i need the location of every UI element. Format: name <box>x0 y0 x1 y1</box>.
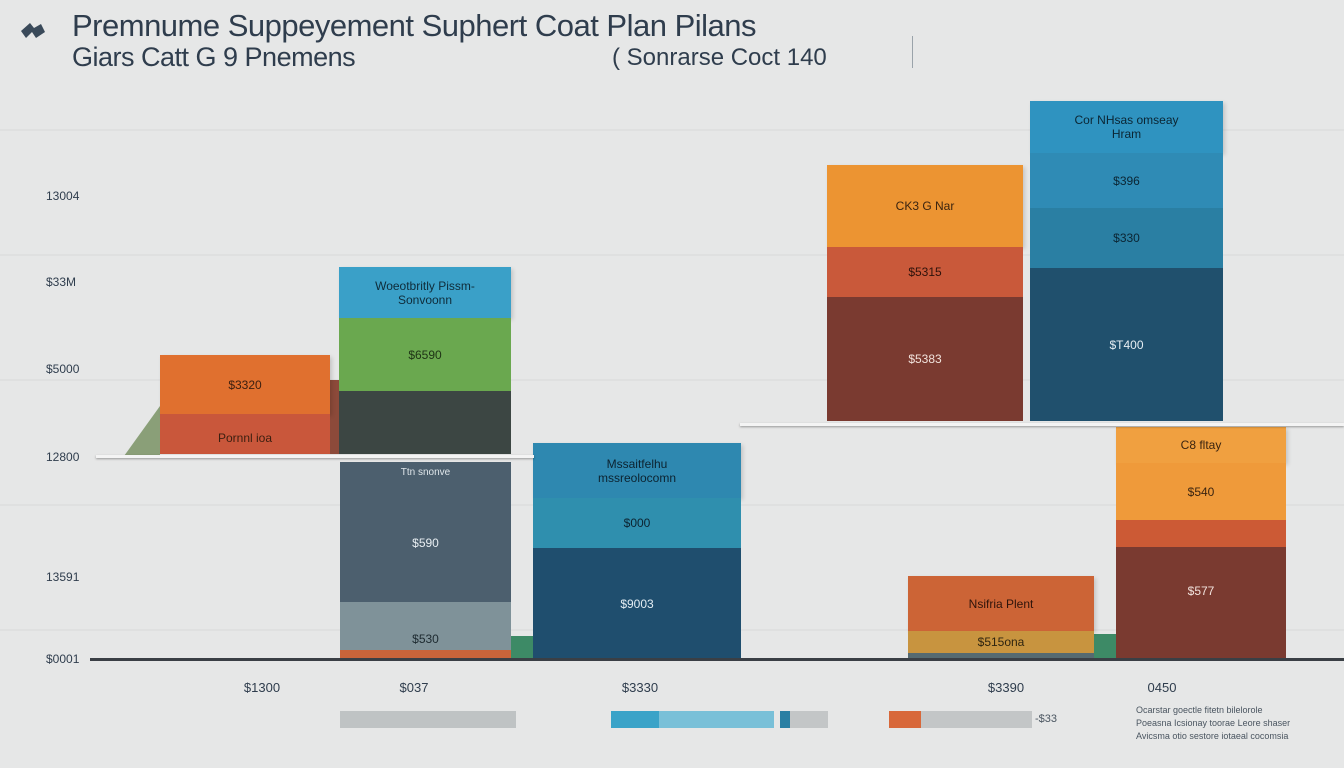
bar-f-segment-base <box>908 653 1094 660</box>
legend-strip-gray2 <box>790 711 828 728</box>
y-tick-label: 13591 <box>46 570 80 584</box>
x-tick-label: $1300 <box>243 680 281 695</box>
header-divider <box>912 36 913 68</box>
shelf-line-right <box>740 423 1344 426</box>
bar-side-shade <box>511 636 533 660</box>
bar-side-shade <box>330 380 340 454</box>
chart-logo-icon <box>21 23 45 38</box>
bar-e-segment-top: Cor NHsas omseay Hram <box>1030 101 1223 153</box>
bar-g-segment-bottom: $577 <box>1116 547 1286 660</box>
bar-e-segment-bottom: $T400 <box>1030 268 1223 421</box>
legend-strip-darkblue <box>780 711 790 728</box>
x-tick-label: $037 <box>399 680 429 695</box>
bar-b-segment-bottom <box>339 391 511 454</box>
bar-c-segment-middle: $000 <box>533 498 741 548</box>
legend-strip-gray3 <box>921 711 1032 728</box>
legend-note: Ocarstar goectle fitetn bilelorole <box>1136 705 1263 715</box>
y-tick-label: 12800 <box>46 450 80 464</box>
bar-e-segment-upper: $396 <box>1030 153 1223 208</box>
chart-subtitle-right: ( Sonrarse Coct 140 <box>612 44 827 71</box>
bar-b2-segment-low: $530 <box>340 602 511 650</box>
bar-f-segment-middle: $515ona <box>908 631 1094 653</box>
x-tick-label: 0450 <box>1147 680 1177 695</box>
bar-side-shade <box>1094 634 1116 660</box>
chart-subtitle: Giars Catt G 9 Pnemens <box>72 42 356 72</box>
y-tick-label: $5000 <box>46 362 80 376</box>
legend-strip-lightblue <box>659 711 774 728</box>
bar-c-segment-top: Mssaitfelhu mssreolocomn <box>533 443 741 498</box>
bar-d-segment-bottom: $5383 <box>827 297 1023 421</box>
legend-strip-orange <box>889 711 921 728</box>
bar-f-segment-top: Nsifria Plent <box>908 576 1094 631</box>
left-wedge <box>124 406 160 456</box>
bar-d-segment-middle: $5315 <box>827 247 1023 297</box>
chart-title: Premnume Suppeyement Suphert Coat Plan P… <box>72 8 757 43</box>
shelf-line-left <box>96 455 534 458</box>
bar-e-segment-middle: $330 <box>1030 208 1223 268</box>
bar-c-segment-bottom: $9003 <box>533 548 741 660</box>
bar-d-segment-top: CK3 G Nar <box>827 165 1023 247</box>
bar-b2-segment-main: $590 <box>340 484 511 602</box>
bar-g-segment-middle <box>1116 520 1286 547</box>
y-tick-label: $33M <box>46 275 77 289</box>
bar-b2-segment-top: Ttn snonve <box>340 462 511 484</box>
legend-strip-blue <box>611 711 659 728</box>
bar-g-segment-upper: $540 <box>1116 463 1286 520</box>
bar-b-segment-top: Woeotbritly Pissm-Sonvoonn <box>339 267 511 318</box>
x-axis-baseline <box>90 658 1344 661</box>
bar-b-segment-middle: $6590 <box>339 318 511 391</box>
bar-a-segment-bottom: Pornnl ioa <box>160 414 330 454</box>
legend-note: Avicsma otio sestore iotaeal cocomsia <box>1136 731 1289 741</box>
legend-strip-gray <box>340 711 516 728</box>
legend-value: -$33 <box>1035 713 1058 725</box>
legend-note: Poeasna Icsionay toorae Leore shaser <box>1136 718 1291 728</box>
x-tick-label: $3390 <box>987 680 1025 695</box>
bar-a-segment-top: $3320 <box>160 355 330 414</box>
x-tick-label: $3330 <box>621 680 659 695</box>
bar-g-segment-top: C8 fltay <box>1116 427 1286 463</box>
y-tick-label: 13004 <box>46 189 80 203</box>
y-tick-label: $0001 <box>46 652 80 666</box>
bar-b2-segment-base <box>340 650 511 658</box>
